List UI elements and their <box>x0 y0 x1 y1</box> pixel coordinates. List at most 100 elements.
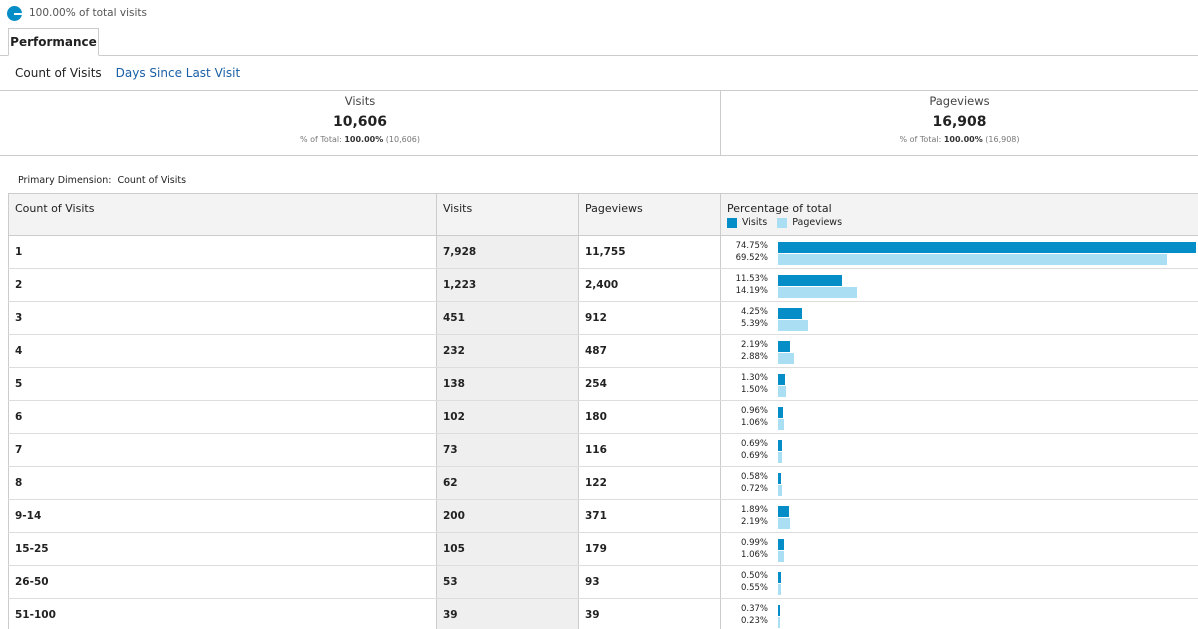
scorecard-sub-total: (10,606) <box>385 135 420 144</box>
cell-pageviews: 116 <box>578 433 721 467</box>
column-header-pageviews[interactable]: Pageviews <box>578 193 721 236</box>
tab-performance[interactable]: Performance <box>8 28 99 56</box>
visits-percent-bar <box>778 242 1196 253</box>
visits-legend-label: Visits <box>742 217 768 228</box>
percentage-bars: 4.25% 5.39% <box>721 302 1198 334</box>
subnav-current: Count of Visits <box>15 66 102 80</box>
pageviews-percent-bar <box>778 254 1167 265</box>
pageviews-percent-label: 5.39% <box>740 319 768 329</box>
pageviews-percent-label: 14.19% <box>735 286 768 296</box>
table-body: 1 7,928 11,755 74.75% 69.52% 2 1,223 2,400 11.53… <box>8 235 1198 629</box>
cell-pageviews: 487 <box>578 334 721 368</box>
cell-visits: 39 <box>436 598 579 629</box>
primary-dimension-label: Primary Dimension: <box>18 175 112 186</box>
scorecard-visits: Visits 10,606 % of Total: 100.00% (10,60… <box>0 91 720 155</box>
visits-legend-swatch <box>727 217 737 228</box>
pageviews-percent-label: 1.06% <box>740 418 768 428</box>
visits-percent-bar <box>778 572 781 583</box>
cell-percentage: 74.75% 69.52% <box>720 235 1198 269</box>
scorecard-sub-prefix: % of Total: <box>899 135 942 144</box>
table-row: 4 232 487 2.19% 2.88% <box>8 334 1198 368</box>
cell-dimension: 1 <box>8 235 437 269</box>
pageviews-percent-label: 0.23% <box>740 616 768 626</box>
column-header-dimension[interactable]: Count of Visits <box>8 193 437 236</box>
primary-dimension-value[interactable]: Count of Visits <box>117 175 187 186</box>
visits-percent-bar <box>778 341 791 352</box>
segment-indicator[interactable]: 100.00% of total visits <box>7 5 147 21</box>
pageviews-percent-label: 2.19% <box>740 517 768 527</box>
percentage-bars: 2.19% 2.88% <box>721 335 1198 367</box>
cell-visits: 1,223 <box>436 268 579 302</box>
cell-visits: 105 <box>436 532 579 566</box>
scorecard-sub-percent: 100.00% <box>943 135 983 144</box>
segment-label: 100.00% of total visits <box>29 7 147 19</box>
scorecard-label: Pageviews <box>929 94 990 108</box>
pageviews-percent-bar <box>778 584 782 595</box>
cell-visits: 138 <box>436 367 579 401</box>
percentage-legend: Visits Pageviews <box>727 217 1192 228</box>
table-row: 3 451 912 4.25% 5.39% <box>8 301 1198 335</box>
cell-visits: 62 <box>436 466 579 500</box>
table-row: 8 62 122 0.58% 0.72% <box>8 466 1198 500</box>
column-header-visits[interactable]: Visits <box>436 193 579 236</box>
visits-percent-label: 0.50% <box>740 571 768 581</box>
cell-pageviews: 122 <box>578 466 721 500</box>
visits-percent-bar <box>778 407 784 418</box>
pageviews-percent-bar <box>778 452 782 463</box>
pageviews-percent-bar <box>778 320 809 331</box>
scorecard-sub-total: (16,908) <box>985 135 1020 144</box>
visits-percent-bar <box>778 374 786 385</box>
table-row: 1 7,928 11,755 74.75% 69.52% <box>8 235 1198 269</box>
visits-percent-bar <box>778 473 782 484</box>
cell-pageviews: 179 <box>578 532 721 566</box>
table-row: 26-50 53 93 0.50% 0.55% <box>8 565 1198 599</box>
scorecards: Visits 10,606 % of Total: 100.00% (10,60… <box>0 90 1198 156</box>
cell-visits: 7,928 <box>436 235 579 269</box>
cell-percentage: 0.69% 0.69% <box>720 433 1198 467</box>
pageviews-legend-swatch <box>777 217 788 228</box>
cell-dimension: 7 <box>8 433 437 467</box>
cell-pageviews: 2,400 <box>578 268 721 302</box>
visits-percent-bar <box>778 275 843 286</box>
cell-percentage: 11.53% 14.19% <box>720 268 1198 302</box>
pageviews-percent-bar <box>778 617 780 628</box>
visits-percent-label: 1.30% <box>740 373 768 383</box>
scorecard-percent-of-total: % of Total: 100.00% (10,606) <box>0 135 720 144</box>
pageviews-percent-bar <box>778 287 858 298</box>
pageviews-percent-bar <box>778 386 787 397</box>
cell-visits: 53 <box>436 565 579 599</box>
pageviews-percent-bar <box>778 518 791 529</box>
percentage-bars: 74.75% 69.52% <box>721 236 1198 268</box>
visits-percent-label: 0.96% <box>740 406 768 416</box>
scorecard-percent-of-total: % of Total: 100.00% (16,908) <box>721 135 1198 144</box>
cell-percentage: 0.58% 0.72% <box>720 466 1198 500</box>
scorecard-value: 16,908 <box>932 114 987 130</box>
percentage-header-label: Percentage of total <box>727 202 832 215</box>
scorecard-pageviews: Pageviews 16,908 % of Total: 100.00% (16… <box>720 91 1198 155</box>
percentage-bars: 0.99% 1.06% <box>721 533 1198 565</box>
percentage-bars: 0.50% 0.55% <box>721 566 1198 598</box>
pageviews-percent-bar <box>778 419 784 430</box>
scorecard-sub-prefix: % of Total: <box>300 135 342 144</box>
cell-pageviews: 254 <box>578 367 721 401</box>
percentage-bars: 0.96% 1.06% <box>721 401 1198 433</box>
pageviews-legend-label: Pageviews <box>792 217 843 228</box>
table-row: 5 138 254 1.30% 1.50% <box>8 367 1198 401</box>
visits-percent-bar <box>778 506 789 517</box>
visits-percent-label: 74.75% <box>735 241 768 251</box>
cell-pageviews: 912 <box>578 301 721 335</box>
cell-dimension: 4 <box>8 334 437 368</box>
tab-bar: Performance <box>0 28 1198 56</box>
cell-visits: 73 <box>436 433 579 467</box>
visits-percent-bar <box>778 605 781 616</box>
cell-percentage: 0.37% 0.23% <box>720 598 1198 629</box>
percentage-bars: 0.58% 0.72% <box>721 467 1198 499</box>
cell-pageviews: 39 <box>578 598 721 629</box>
cell-percentage: 1.30% 1.50% <box>720 367 1198 401</box>
cell-visits: 451 <box>436 301 579 335</box>
scorecard-label: Visits <box>344 94 376 108</box>
subnav-link-days-since-last-visit[interactable]: Days Since Last Visit <box>115 66 241 80</box>
pageviews-percent-label: 1.06% <box>740 550 768 560</box>
visits-percent-label: 0.69% <box>740 439 768 449</box>
percentage-bars: 11.53% 14.19% <box>721 269 1198 301</box>
